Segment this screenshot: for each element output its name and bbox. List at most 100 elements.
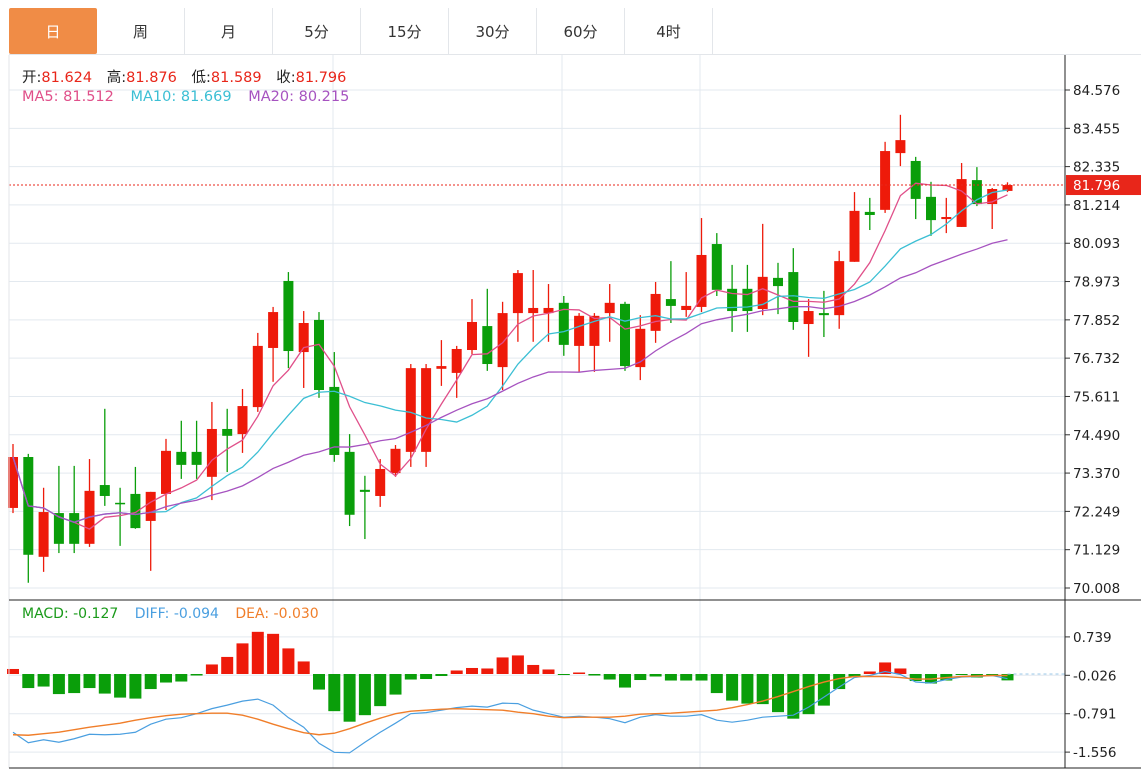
candle-up — [696, 254, 707, 307]
macd-bar — [955, 674, 968, 676]
tab-week[interactable]: 周 — [97, 8, 185, 54]
macd-bar — [986, 674, 999, 675]
candle-up — [390, 448, 401, 474]
macd-bar — [313, 674, 325, 690]
high-value: 81.876 — [126, 70, 177, 86]
candle-down — [482, 326, 493, 365]
tab-5min[interactable]: 5分 — [273, 8, 361, 54]
tab-60min[interactable]: 60分 — [537, 8, 625, 54]
candle-down — [344, 451, 355, 515]
open-value: 81.624 — [41, 70, 93, 86]
macd-bar — [114, 674, 127, 698]
macd-bar — [680, 674, 693, 681]
y-tick-label: 76.732 — [1073, 351, 1120, 367]
low-label: 低: — [191, 70, 211, 86]
candle-up — [528, 307, 539, 314]
candle-down — [711, 244, 722, 290]
candle-up — [268, 312, 279, 348]
candle-up — [375, 468, 386, 496]
candle-down — [53, 513, 64, 544]
candle-down — [314, 319, 324, 391]
candle-up — [543, 307, 554, 314]
macd-bar — [282, 648, 295, 674]
macd-bar — [160, 674, 172, 683]
candle-up — [237, 406, 248, 435]
macd-bar — [496, 657, 509, 674]
macd-y-tick-label: -1.556 — [1073, 745, 1117, 761]
macd-bar — [588, 674, 601, 676]
y-tick-label: 81.214 — [1073, 198, 1120, 214]
macd-readout: MACD: -0.127 DIFF: -0.094 DEA: -0.030 — [22, 606, 331, 622]
low-value: 81.589 — [210, 70, 262, 86]
dea-line — [12, 674, 1008, 736]
macd-bar — [756, 674, 769, 705]
macd-bar — [450, 670, 463, 674]
macd-bar — [343, 674, 356, 722]
tab-30min[interactable]: 30分 — [449, 8, 537, 54]
y-tick-label: 78.973 — [1073, 275, 1120, 291]
macd-bar — [542, 669, 555, 674]
macd-bar — [190, 674, 203, 676]
macd-bar — [481, 668, 494, 674]
candle-down — [99, 485, 110, 496]
macd-bar — [695, 674, 708, 681]
macd-bar — [420, 674, 433, 680]
macd-bar — [251, 631, 264, 674]
candle-down — [727, 288, 738, 312]
macd-bar — [664, 674, 677, 681]
dea-value: DEA: -0.030 — [235, 606, 319, 622]
macd-bar — [22, 674, 35, 689]
candle-up — [421, 368, 432, 452]
candle-up — [574, 315, 585, 346]
macd-bar — [236, 643, 249, 674]
macd-bar — [710, 674, 723, 694]
candle-down — [773, 277, 783, 287]
tab-month[interactable]: 月 — [185, 8, 273, 54]
macd-bar — [37, 674, 50, 687]
y-tick-label: 82.335 — [1073, 160, 1120, 176]
macd-bar — [205, 664, 218, 674]
candle-up — [956, 179, 967, 227]
y-tick-label: 72.249 — [1073, 504, 1120, 520]
macd-bar — [802, 674, 815, 715]
candle-down — [176, 451, 187, 465]
ohlc-readout: 开:81.624 高:81.876 低:81.589 收:81.796 — [22, 66, 356, 87]
candle-up — [895, 140, 906, 154]
macd-bar — [435, 674, 448, 677]
tab-day[interactable]: 日 — [9, 8, 97, 54]
macd-bar — [741, 674, 754, 704]
macd-bar — [634, 674, 647, 681]
ma10-value: MA10: 81.669 — [130, 89, 232, 105]
macd-bar — [787, 674, 800, 719]
macd-bar — [573, 672, 586, 674]
macd-bar — [404, 674, 417, 680]
candle-up — [681, 305, 692, 311]
macd-bar — [817, 674, 830, 706]
macd-bar — [772, 674, 784, 713]
macd-bar — [389, 674, 402, 695]
tab-15min[interactable]: 15分 — [361, 8, 449, 54]
y-tick-label: 77.852 — [1073, 313, 1120, 329]
candle-up — [161, 450, 171, 494]
macd-bar — [603, 674, 616, 680]
y-tick-label: 71.129 — [1073, 543, 1120, 559]
candle-up — [145, 491, 156, 521]
candle-down — [788, 272, 799, 322]
candle-down — [910, 160, 921, 199]
y-tick-label: 70.008 — [1073, 581, 1120, 597]
period-tabs: 日 周 月 5分 15分 30分 60分 4时 — [9, 8, 713, 54]
macd-bar — [68, 674, 81, 694]
macd-bar — [466, 667, 478, 674]
candle-up — [880, 151, 891, 210]
candle-down — [818, 313, 829, 316]
macd-bar — [374, 674, 387, 707]
candle-up — [1002, 185, 1013, 191]
tab-4hour[interactable]: 4时 — [625, 8, 713, 54]
ma-line-ma20 — [12, 239, 1008, 523]
candle-down — [864, 211, 875, 215]
candle-up — [635, 328, 646, 368]
candle-down — [971, 180, 982, 205]
candle-up — [467, 321, 477, 351]
close-label: 收: — [276, 70, 296, 86]
